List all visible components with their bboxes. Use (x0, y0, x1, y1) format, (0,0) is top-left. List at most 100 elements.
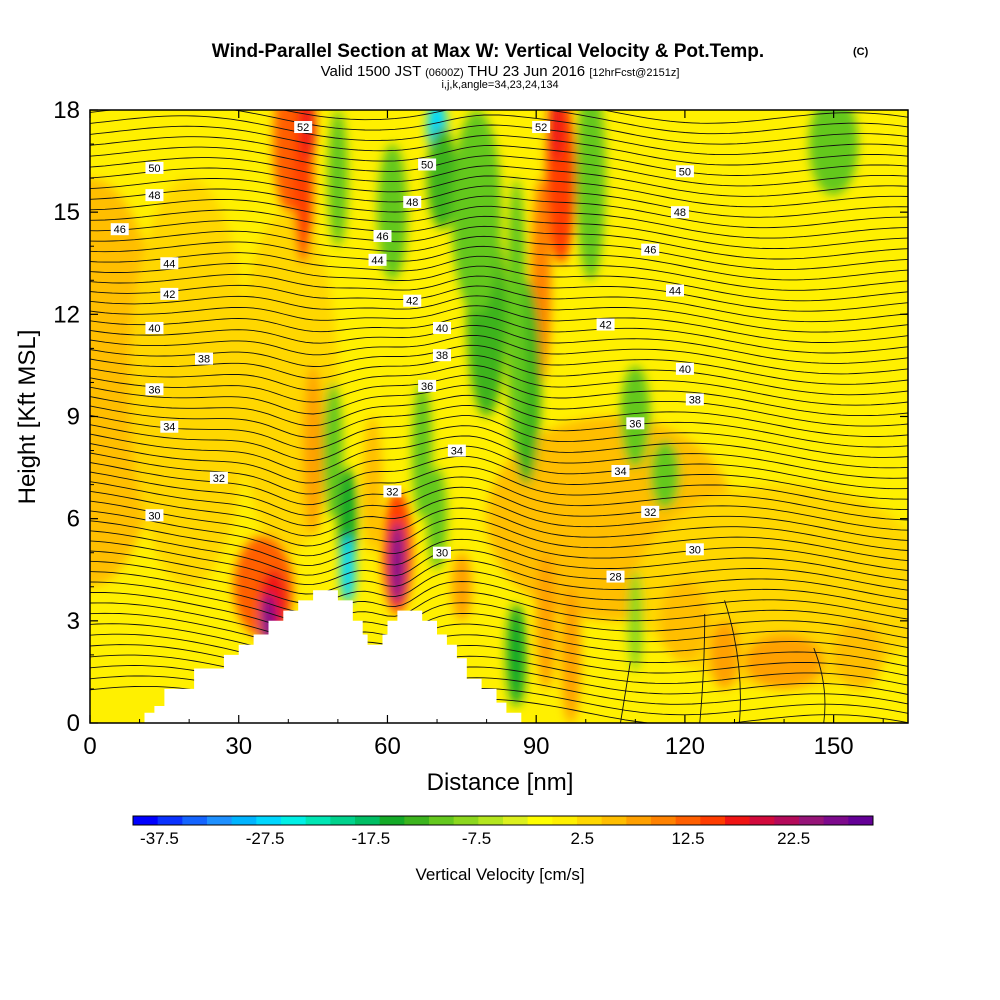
isentrope-line (699, 614, 706, 723)
isentrope-line (90, 209, 908, 250)
svg-text:30: 30 (436, 548, 448, 560)
svg-text:46: 46 (644, 245, 656, 257)
contour-labels: 52 52 50 50 50 48 48 48 46 46 46 44 44 44 42 42 42 40 40 40… (110, 121, 704, 584)
isentrope-line (90, 136, 908, 176)
y-axis-label: Height [Kft MSL] (14, 330, 41, 505)
isentrope-label: 42 (160, 287, 179, 301)
y-tick-label: 12 (53, 301, 80, 328)
isentrope-line (90, 384, 908, 427)
svg-text:42: 42 (599, 320, 611, 332)
colorbar-frame (132, 815, 874, 826)
colorbar-tick-label: -37.5 (140, 829, 179, 848)
isentrope-line (90, 110, 908, 145)
isentrope-line (90, 241, 908, 281)
colorbar-tick-label: 2.5 (570, 829, 594, 848)
isentrope-label: 30 (145, 509, 164, 522)
colorbar-swatch (626, 816, 652, 825)
downdraft-region (650, 440, 680, 509)
isentrope-label: 30 (432, 546, 451, 560)
svg-text:50: 50 (148, 163, 160, 175)
colorbar-swatch (799, 816, 825, 825)
isentrope-line (90, 262, 908, 302)
isentrope-label: 28 (606, 570, 625, 584)
colorbar-swatch (503, 816, 529, 825)
svg-text:46: 46 (114, 224, 126, 236)
updraft-region (389, 522, 405, 604)
colorbar-swatch (379, 816, 405, 825)
isentrope-line (90, 633, 908, 677)
x-axis: 0 30 60 90 120 150 (83, 110, 884, 760)
isentrope-line (90, 284, 908, 323)
y-tick-label: 0 (67, 710, 80, 737)
colorbar-swatch (330, 816, 356, 825)
isentrope-line (90, 344, 908, 385)
isentrope-label: 32 (383, 485, 402, 498)
isentrope-label: 44 (368, 253, 387, 267)
isentrope-line (90, 520, 908, 571)
colorbar-swatch (305, 816, 331, 825)
isentrope-label: 48 (145, 189, 164, 202)
y-tick-label: 3 (67, 608, 80, 635)
svg-text:44: 44 (371, 255, 383, 267)
svg-text:38: 38 (689, 394, 701, 406)
downdraft-region (412, 382, 433, 519)
colorbar-swatch (848, 816, 874, 825)
isentrope-line (90, 623, 908, 667)
isentrope-line (90, 325, 908, 364)
isentrope-line (90, 530, 908, 581)
potential-temperature-contours (90, 110, 908, 723)
subtitle-date: THU 23 Jun 2016 (468, 63, 586, 80)
isentrope-line (90, 510, 908, 562)
isentrope-label: 50 (675, 165, 694, 178)
svg-text:48: 48 (674, 207, 686, 219)
isentrope-label: 42 (403, 294, 422, 308)
isentrope-line (90, 560, 908, 610)
svg-text:32: 32 (213, 473, 225, 485)
chart-subtitle: Valid 1500 JST (0600Z) THU 23 Jun 2016 [… (321, 63, 680, 80)
svg-text:50: 50 (421, 159, 433, 171)
colorbar-swatch (651, 816, 677, 825)
colorbar-swatch (281, 816, 307, 825)
downdraft-region (575, 110, 606, 281)
x-tick-label: 60 (374, 733, 401, 760)
isentrope-line (90, 612, 908, 658)
svg-text:38: 38 (198, 354, 210, 366)
downdraft-region (327, 110, 348, 247)
isentrope-line (90, 146, 908, 187)
isentrope-line (90, 414, 908, 458)
isentrope-line (90, 550, 908, 601)
updraft-region (660, 579, 710, 662)
y-tick-label: 15 (53, 199, 80, 226)
title-mark: (C) (853, 46, 869, 58)
isentrope-line (90, 220, 908, 260)
isentrope-line (90, 315, 908, 354)
isentrope-label: 44 (160, 257, 179, 270)
x-tick-label: 0 (83, 733, 96, 760)
isentrope-label: 36 (418, 379, 437, 393)
colorbar-swatch (725, 816, 751, 825)
isentrope-label: 34 (160, 420, 179, 434)
svg-text:28: 28 (609, 572, 621, 584)
isentrope-line (90, 540, 908, 591)
colorbar: -37.5 -27.5 -17.5 -7.5 2.5 12.5 22.5 (132, 815, 874, 848)
isentrope-line (90, 394, 908, 437)
colorbar-swatch (231, 816, 257, 825)
y-tick-label: 18 (53, 97, 80, 124)
colorbar-swatch (823, 816, 849, 825)
colorbar-tick-label: -27.5 (246, 829, 285, 848)
isentrope-label: 46 (110, 223, 129, 236)
isentrope-line (724, 600, 741, 723)
isentrope-label: 34 (447, 444, 466, 458)
isentrope-line (90, 157, 908, 197)
isentrope-label: 52 (294, 121, 313, 134)
colorbar-swatch (404, 816, 430, 825)
y-tick-label: 9 (67, 404, 80, 431)
isentrope-line (90, 591, 908, 639)
isentrope-label: 48 (403, 195, 422, 209)
chart-subtitle-indices: i,j,k,angle=34,23,24,134 (441, 79, 558, 91)
updraft-region (129, 178, 249, 587)
isentrope-line (90, 364, 908, 406)
svg-text:34: 34 (451, 446, 463, 458)
downdraft-region (427, 127, 457, 230)
